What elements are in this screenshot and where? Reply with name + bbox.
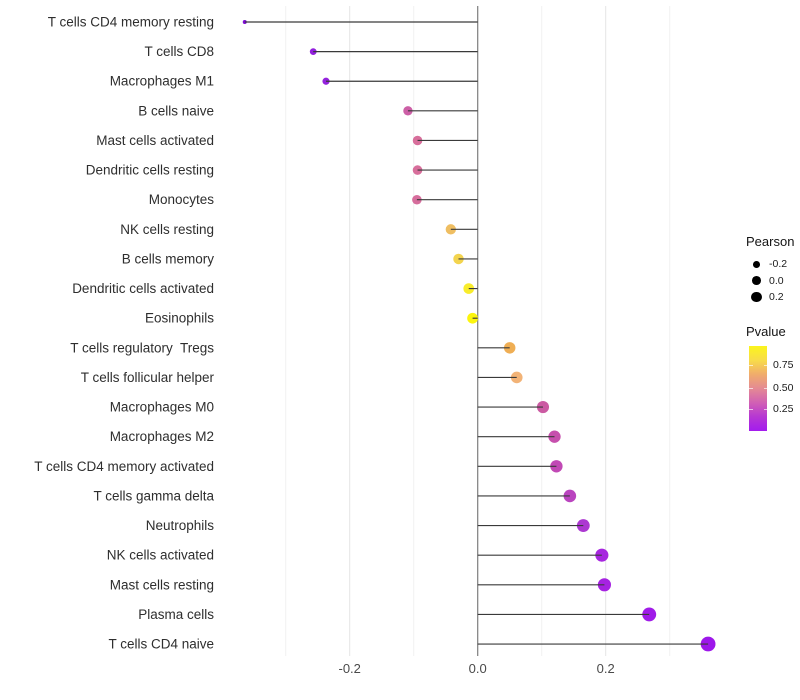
colorbar-tick-mark xyxy=(749,409,753,411)
size-legend-dot-icon xyxy=(751,291,762,303)
size-legend-item: -0.2 xyxy=(746,256,800,272)
y-axis-label: T cells CD4 naive xyxy=(108,637,214,652)
colorbar-tick-mark xyxy=(763,387,767,389)
y-axis-label: Dendritic cells activated xyxy=(72,281,214,296)
x-axis-tick-label: 0.2 xyxy=(597,661,615,676)
size-legend-dot-box xyxy=(746,291,767,303)
size-legend-dot-icon xyxy=(753,260,760,268)
colorbar-tick-mark xyxy=(763,365,767,367)
y-axis-label: Mast cells activated xyxy=(96,133,214,148)
y-axis-label: B cells naive xyxy=(138,103,214,118)
y-axis-label: Macrophages M2 xyxy=(110,429,214,444)
colorbar-tick-label: 0.75 xyxy=(773,359,794,372)
size-legend-title: Pearson xyxy=(746,234,795,249)
size-legend-dot-box xyxy=(746,276,767,285)
x-axis-tick-label: -0.2 xyxy=(338,661,360,676)
size-legend-value: 0.2 xyxy=(769,290,784,303)
x-axis-tick-label: 0.0 xyxy=(469,661,487,676)
colorbar-tick-mark xyxy=(749,387,753,389)
y-axis-label: Macrophages M0 xyxy=(110,400,214,415)
y-axis-label: Eosinophils xyxy=(145,311,214,326)
y-axis-label: Neutrophils xyxy=(146,518,215,533)
y-axis-label: Dendritic cells resting xyxy=(86,163,214,178)
legend-panel: Pearson -0.2 0.0 0.2 Pvalue 0.75 0.50 0.25 xyxy=(746,234,800,441)
size-legend-items: -0.2 0.0 0.2 xyxy=(746,256,800,305)
pvalue-gradient-bar xyxy=(749,346,767,432)
size-legend-value: 0.0 xyxy=(769,274,784,287)
colorbar-tick-label: 0.50 xyxy=(773,381,794,394)
y-axis-label: T cells CD4 memory resting xyxy=(48,15,214,30)
y-axis-label: T cells CD8 xyxy=(144,44,214,59)
size-legend-dot-icon xyxy=(752,276,761,285)
y-axis-label: T cells regulatory Tregs xyxy=(70,340,214,355)
colorbar-tick-mark xyxy=(763,409,767,411)
y-axis-label: B cells memory xyxy=(122,251,215,266)
y-axis-label: Macrophages M1 xyxy=(110,74,214,89)
size-legend-item: 0.2 xyxy=(746,289,800,305)
colorbar-tick-mark xyxy=(749,365,753,367)
y-axis-label: Plasma cells xyxy=(138,607,214,622)
y-axis-label: T cells CD4 memory activated xyxy=(34,459,214,474)
size-legend-dot-box xyxy=(746,260,767,268)
y-axis-label: T cells gamma delta xyxy=(93,488,214,503)
y-axis-label: NK cells activated xyxy=(107,548,214,563)
pvalue-colorbar: 0.75 0.50 0.25 xyxy=(746,346,800,441)
y-axis-label: T cells follicular helper xyxy=(81,370,215,385)
lollipop-dot xyxy=(309,48,317,56)
y-axis-label: NK cells resting xyxy=(120,222,214,237)
y-axis-label: Mast cells resting xyxy=(110,577,214,592)
y-axis-label: Monocytes xyxy=(149,192,215,207)
color-legend-title: Pvalue xyxy=(746,324,786,340)
size-legend-item: 0.0 xyxy=(746,272,800,288)
size-legend-value: -0.2 xyxy=(769,258,788,271)
colorbar-tick-label: 0.25 xyxy=(773,403,794,416)
